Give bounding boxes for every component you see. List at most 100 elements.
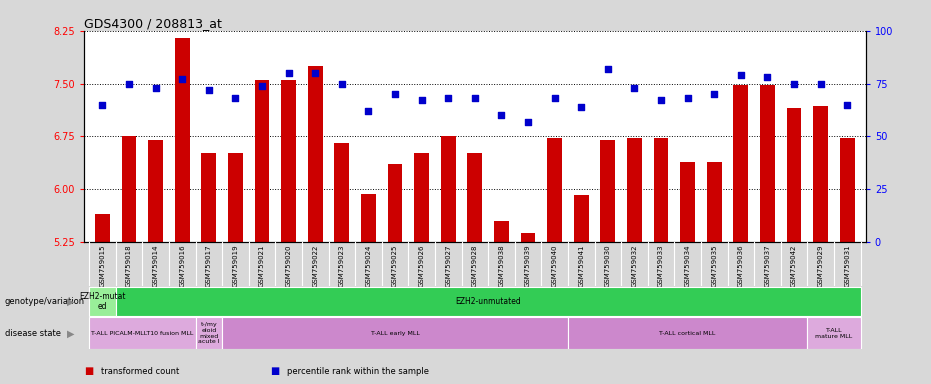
Text: ▶: ▶ bbox=[67, 296, 74, 306]
Bar bbox=[361, 194, 376, 242]
Point bbox=[254, 83, 269, 89]
Text: GSM759022: GSM759022 bbox=[312, 244, 318, 286]
Text: GSM759035: GSM759035 bbox=[711, 244, 717, 286]
Text: ▶: ▶ bbox=[67, 328, 74, 338]
Text: GSM759031: GSM759031 bbox=[844, 244, 850, 287]
Text: GSM759030: GSM759030 bbox=[605, 244, 611, 287]
Bar bbox=[573, 195, 588, 242]
Point bbox=[734, 72, 749, 78]
Text: ■: ■ bbox=[270, 366, 279, 376]
Bar bbox=[95, 214, 110, 242]
Text: GSM759017: GSM759017 bbox=[206, 244, 212, 287]
Text: GSM759039: GSM759039 bbox=[525, 244, 531, 287]
Point bbox=[760, 74, 775, 80]
Bar bbox=[547, 139, 562, 242]
Point bbox=[95, 101, 110, 108]
Bar bbox=[807, 318, 860, 349]
Text: GSM759038: GSM759038 bbox=[498, 244, 505, 287]
Bar bbox=[334, 143, 349, 242]
Point bbox=[627, 85, 641, 91]
Text: GSM759023: GSM759023 bbox=[339, 244, 344, 286]
Text: GSM759033: GSM759033 bbox=[658, 244, 664, 287]
Text: percentile rank within the sample: percentile rank within the sample bbox=[287, 367, 429, 376]
Point bbox=[600, 66, 615, 72]
Text: T-ALL
mature MLL: T-ALL mature MLL bbox=[816, 328, 853, 339]
Text: GSM759014: GSM759014 bbox=[153, 244, 158, 286]
Point bbox=[308, 70, 323, 76]
Point bbox=[281, 70, 296, 76]
Text: EZH2-unmutated: EZH2-unmutated bbox=[455, 297, 521, 306]
Bar bbox=[840, 139, 855, 242]
Bar bbox=[228, 152, 243, 242]
Bar bbox=[89, 318, 196, 349]
Text: disease state: disease state bbox=[5, 329, 61, 338]
Point bbox=[520, 118, 535, 124]
Text: genotype/variation: genotype/variation bbox=[5, 297, 85, 306]
Bar bbox=[707, 162, 722, 242]
Bar bbox=[681, 162, 695, 242]
Bar bbox=[255, 80, 269, 242]
Text: GSM759027: GSM759027 bbox=[445, 244, 452, 286]
Point bbox=[175, 76, 190, 83]
Text: GSM759034: GSM759034 bbox=[684, 244, 691, 286]
Bar bbox=[600, 140, 615, 242]
Text: T-ALL early MLL: T-ALL early MLL bbox=[371, 331, 420, 336]
Point bbox=[440, 95, 455, 101]
Bar bbox=[201, 152, 216, 242]
Text: GSM759025: GSM759025 bbox=[392, 244, 398, 286]
Text: t-/my
eloid
mixed
acute l: t-/my eloid mixed acute l bbox=[198, 322, 220, 344]
Point bbox=[654, 98, 668, 104]
Text: GSM759024: GSM759024 bbox=[365, 244, 371, 286]
Point bbox=[707, 91, 722, 97]
Point bbox=[494, 112, 509, 118]
Text: T-ALL PICALM-MLLT10 fusion MLL: T-ALL PICALM-MLLT10 fusion MLL bbox=[91, 331, 194, 336]
Point bbox=[122, 81, 137, 87]
Bar bbox=[175, 38, 190, 242]
Point bbox=[201, 87, 216, 93]
Bar bbox=[308, 66, 322, 242]
Point bbox=[361, 108, 376, 114]
Bar bbox=[814, 106, 828, 242]
Point bbox=[813, 81, 828, 87]
Text: GSM759040: GSM759040 bbox=[551, 244, 558, 286]
Point bbox=[414, 98, 429, 104]
Text: transformed count: transformed count bbox=[101, 367, 179, 376]
Bar bbox=[654, 139, 668, 242]
Bar bbox=[520, 233, 535, 242]
Bar bbox=[414, 152, 429, 242]
Bar bbox=[387, 164, 402, 242]
Point bbox=[547, 95, 562, 101]
Point bbox=[840, 101, 855, 108]
Point bbox=[467, 95, 482, 101]
Text: GSM759028: GSM759028 bbox=[472, 244, 478, 286]
Point bbox=[573, 104, 588, 110]
Point bbox=[681, 95, 695, 101]
Bar bbox=[760, 85, 775, 242]
Text: GSM759041: GSM759041 bbox=[578, 244, 585, 286]
Point bbox=[787, 81, 802, 87]
Bar bbox=[734, 85, 749, 242]
Bar bbox=[122, 136, 136, 242]
Bar bbox=[89, 287, 115, 316]
Text: GDS4300 / 208813_at: GDS4300 / 208813_at bbox=[84, 17, 222, 30]
Bar bbox=[223, 318, 568, 349]
Text: GSM759016: GSM759016 bbox=[179, 244, 185, 287]
Bar bbox=[627, 139, 641, 242]
Text: GSM759020: GSM759020 bbox=[286, 244, 291, 286]
Text: GSM759037: GSM759037 bbox=[764, 244, 771, 287]
Point bbox=[387, 91, 402, 97]
Point bbox=[334, 81, 349, 87]
Text: GSM759018: GSM759018 bbox=[126, 244, 132, 287]
Point bbox=[148, 85, 163, 91]
Point bbox=[228, 95, 243, 101]
Text: GSM759019: GSM759019 bbox=[233, 244, 238, 287]
Text: GSM759029: GSM759029 bbox=[817, 244, 824, 286]
Text: GSM759015: GSM759015 bbox=[100, 244, 105, 286]
Text: GSM759036: GSM759036 bbox=[737, 244, 744, 287]
Bar bbox=[467, 152, 482, 242]
Bar bbox=[441, 136, 455, 242]
Bar bbox=[281, 80, 296, 242]
Text: EZH2-mutat
ed: EZH2-mutat ed bbox=[79, 292, 126, 311]
Text: GSM759021: GSM759021 bbox=[259, 244, 265, 286]
Bar bbox=[787, 108, 802, 242]
